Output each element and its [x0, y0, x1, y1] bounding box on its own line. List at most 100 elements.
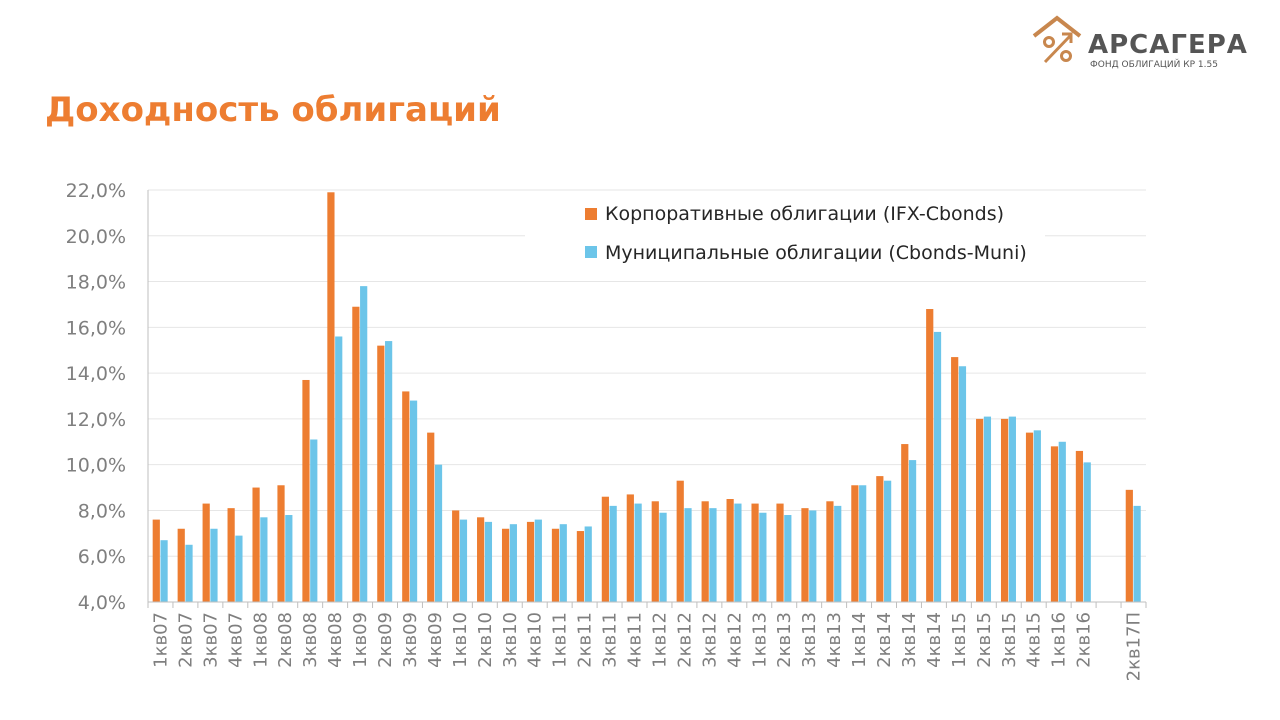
axes: [147, 190, 1147, 608]
bar-municipal-2кв11: [584, 526, 592, 602]
y-axis-labels: 4,0% 6,0% 8,0% 10,0% 12,0% 14,0% 16,0% 18,0% 20,…: [66, 180, 126, 614]
bar-corporate-2кв09: [377, 345, 385, 602]
bar-corporate-2кв10: [477, 517, 485, 602]
bar-municipal-1кв14: [859, 485, 867, 602]
bar-municipal-1кв15: [958, 366, 967, 602]
x-tick-label: 2кв07: [175, 612, 196, 668]
x-tick-label: 3кв08: [300, 612, 321, 668]
x-tick-label: 1кв13: [749, 612, 770, 668]
bars: [152, 192, 1141, 603]
bar-corporate-3кв08: [302, 379, 310, 602]
bar-corporate-3кв07: [202, 503, 210, 602]
x-tick-label: 1кв10: [450, 612, 471, 668]
x-tick-label: 1кв14: [849, 612, 870, 668]
x-tick-label: 4кв11: [625, 612, 646, 668]
bar-municipal-1кв11: [559, 524, 567, 602]
bar-municipal-3кв08: [310, 439, 318, 602]
x-tick-label: 3кв14: [899, 612, 920, 668]
legend-label-municipal: Муниципальные облигации (Cbonds-Muni): [605, 242, 1027, 264]
bar-corporate-2кв11: [576, 531, 585, 602]
bar-corporate-1кв15: [951, 357, 959, 602]
bar-municipal-2кв15: [983, 416, 992, 602]
y-tick-label: 8,0%: [78, 500, 126, 522]
bar-corporate-1кв09: [352, 306, 360, 602]
x-tick-label: 2кв08: [275, 612, 296, 668]
x-tick-label: 3кв07: [200, 612, 221, 668]
bar-municipal-1кв10: [459, 519, 468, 602]
bar-corporate-2кв17П: [1125, 489, 1133, 602]
bar-corporate-2кв16: [1075, 450, 1084, 602]
bar-municipal-3кв09: [409, 400, 418, 602]
x-tick-label: 1кв11: [550, 612, 571, 668]
bar-corporate-3кв10: [501, 528, 510, 602]
bar-municipal-4кв09: [434, 464, 443, 602]
bar-corporate-4кв10: [526, 521, 535, 602]
y-tick-label: 12,0%: [66, 409, 126, 431]
bar-municipal-2кв08: [285, 515, 293, 602]
y-tick-label: 20,0%: [66, 226, 126, 248]
x-axis-labels: 1кв07 2кв07 3кв07 4кв07 1кв08 2кв08 3кв08 4кв08…: [150, 612, 1144, 681]
bar-corporate-2кв12: [676, 480, 684, 602]
legend-box: [525, 197, 1045, 275]
bar-municipal-2кв16: [1083, 462, 1091, 602]
bar-corporate-1кв16: [1050, 446, 1059, 602]
bar-corporate-3кв09: [402, 391, 410, 602]
bar-municipal-3кв15: [1008, 416, 1016, 602]
bar-municipal-3кв10: [509, 524, 517, 602]
legend-swatch-municipal: [585, 246, 597, 258]
x-tick-label: 4кв12: [724, 612, 745, 668]
legend-swatch-corporate: [585, 208, 597, 220]
x-tick-label: 3кв09: [400, 612, 421, 668]
bar-corporate-1кв08: [252, 487, 260, 602]
bar-corporate-2кв07: [177, 528, 185, 602]
bar-corporate-4кв09: [427, 432, 435, 602]
bar-municipal-3кв14: [908, 460, 917, 602]
bar-municipal-3кв12: [709, 508, 717, 602]
x-tick-label: 4кв09: [425, 612, 446, 668]
logo-name: АРСАГЕРА: [1088, 30, 1248, 60]
bar-corporate-2кв13: [776, 503, 784, 602]
bar-corporate-4кв07: [227, 508, 235, 602]
bar-municipal-1кв08: [260, 517, 268, 602]
bar-corporate-1кв07: [152, 519, 160, 602]
bar-municipal-1кв12: [659, 512, 667, 602]
legend-label-corporate: Корпоративные облигации (IFX-Cbonds): [605, 203, 1004, 225]
bar-municipal-2кв09: [385, 341, 393, 602]
bar-municipal-4кв07: [235, 535, 243, 602]
bar-corporate-4кв11: [626, 494, 634, 602]
x-tick-label: 3кв13: [799, 612, 820, 668]
y-tick-label: 10,0%: [66, 455, 126, 477]
bar-municipal-4кв11: [634, 503, 642, 602]
bar-corporate-3кв15: [1000, 418, 1009, 602]
x-tick-label: 4кв13: [824, 612, 845, 668]
bar-municipal-2кв14: [884, 480, 892, 602]
y-tick-label: 4,0%: [78, 592, 126, 614]
bar-corporate-3кв14: [901, 444, 909, 602]
logo: АРСАГЕРА ФОНД ОБЛИГАЦИЙ КР 1.55: [1030, 14, 1270, 70]
x-tick-label: 3кв11: [600, 612, 621, 668]
bar-corporate-3кв13: [801, 508, 809, 602]
x-tick-label: 1кв15: [949, 612, 970, 668]
bar-corporate-3кв11: [601, 496, 609, 602]
x-tick-label: 4кв14: [924, 612, 945, 668]
x-tick-label: 3кв10: [500, 612, 521, 668]
x-tick-label: 2кв12: [674, 612, 695, 668]
bar-corporate-1кв14: [851, 485, 859, 602]
page-title: Доходность облигаций: [45, 90, 501, 130]
x-tick-label: 4кв08: [325, 612, 346, 668]
x-tick-label: 1кв08: [250, 612, 271, 668]
logo-subtitle: ФОНД ОБЛИГАЦИЙ КР 1.55: [1090, 60, 1218, 70]
x-tick-label: 2кв11: [575, 612, 596, 668]
bar-corporate-4кв14: [926, 309, 934, 602]
bar-municipal-4кв10: [534, 519, 542, 602]
bar-municipal-1кв07: [160, 540, 168, 602]
bar-municipal-2кв13: [784, 515, 792, 602]
bar-corporate-1кв13: [751, 503, 759, 602]
bar-corporate-2кв08: [277, 485, 285, 602]
bar-municipal-3кв07: [210, 528, 218, 602]
x-tick-label: 1кв09: [350, 612, 371, 668]
y-tick-label: 6,0%: [78, 546, 126, 568]
bar-municipal-4кв14: [933, 331, 942, 602]
bar-municipal-3кв11: [609, 505, 617, 602]
bar-municipal-4кв15: [1033, 430, 1041, 602]
